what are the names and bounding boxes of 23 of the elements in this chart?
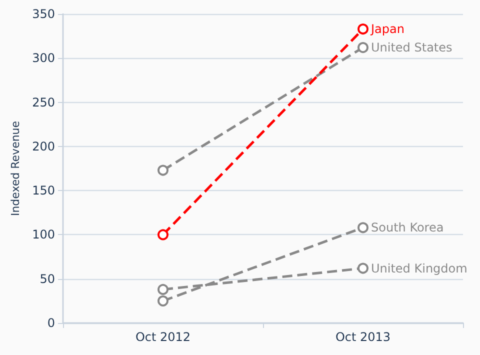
y-tick-label: 0 [47,316,55,330]
series-label: United States [371,40,452,55]
y-tick-label: 200 [32,139,55,154]
point [158,295,168,306]
point [158,229,168,240]
series-label: United Kingdom [371,261,468,276]
point [158,284,168,295]
y-tick-label: 150 [32,184,55,198]
point [358,42,368,54]
y-tick-label: 300 [32,51,55,66]
y-tick-label: 100 [32,228,55,242]
x-tick-label: Oct 2013 [335,330,391,344]
y-axis-title: Indexed Revenue [9,120,22,216]
y-tick-label: 50 [40,272,55,286]
point [358,24,368,35]
series-label: Japan [370,22,404,36]
x-tick-label: Oct 2012 [135,330,191,344]
y-tick-label: 250 [32,95,55,110]
y-tick-label: 350 [32,7,55,21]
point [358,222,368,234]
point [358,262,368,274]
series-label: South Korea [371,220,444,235]
point [158,164,168,176]
